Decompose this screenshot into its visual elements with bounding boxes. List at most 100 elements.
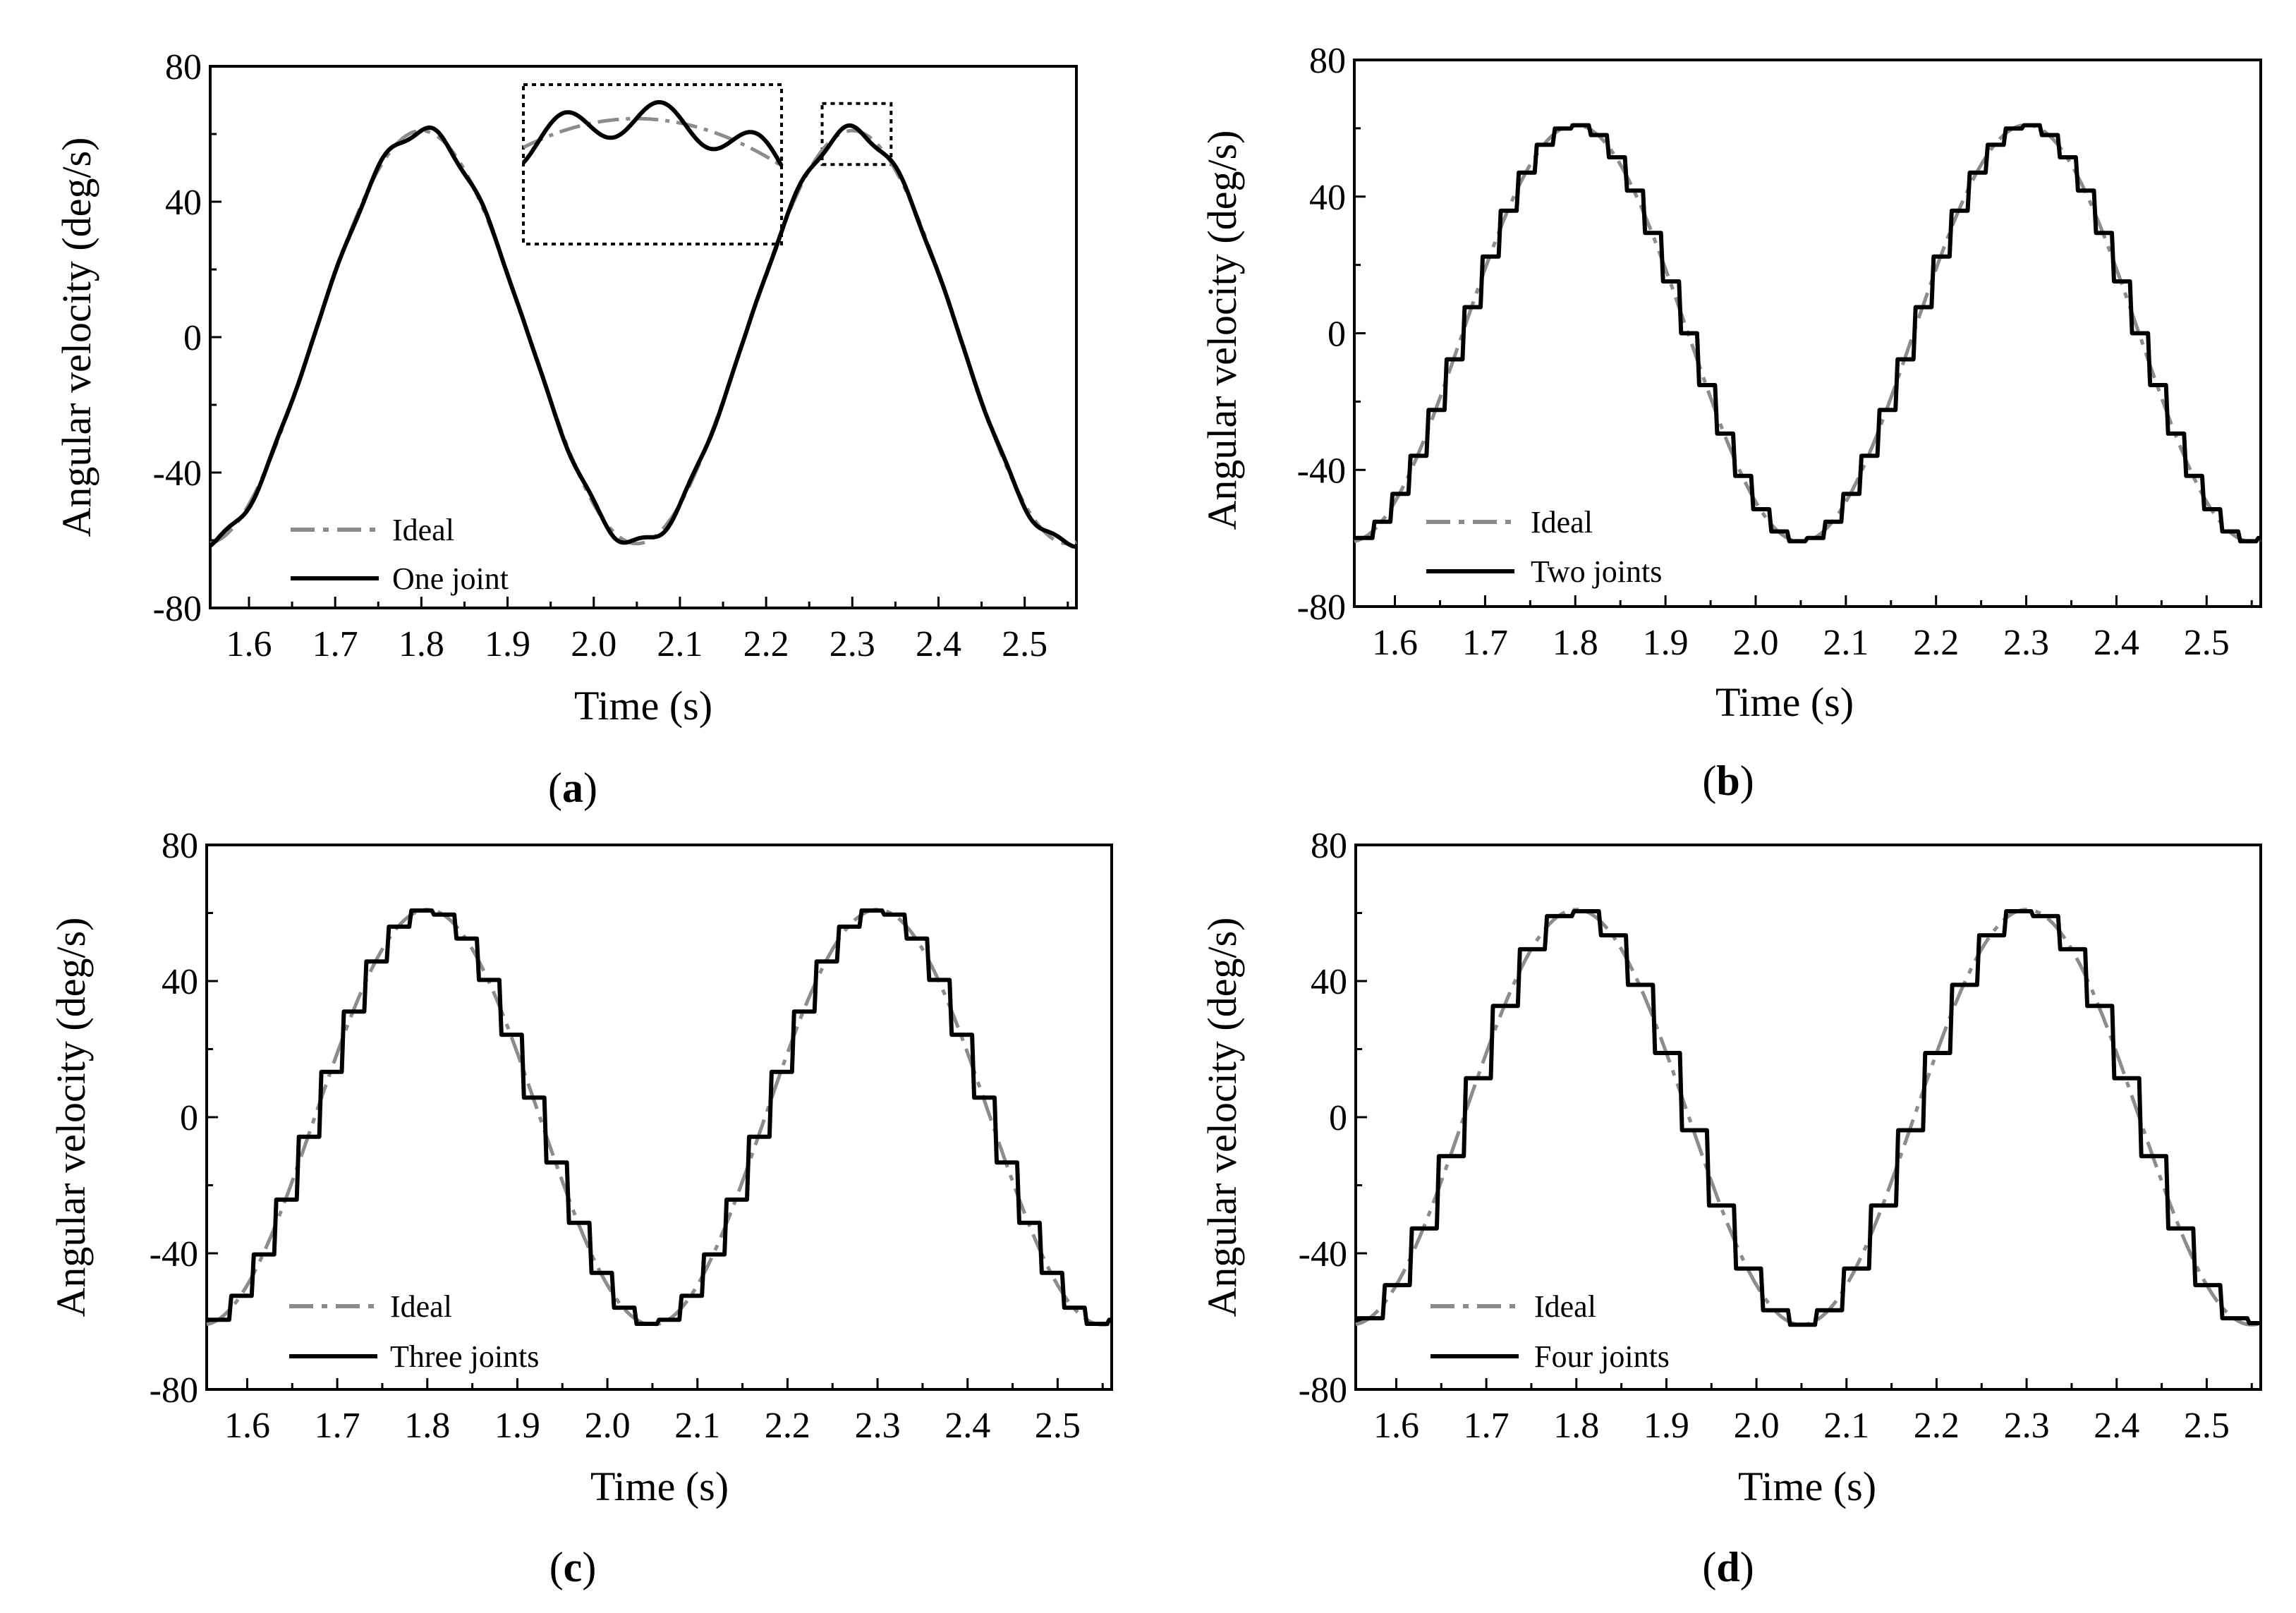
panel-c: 1.6 1.7 1.8 1.9 2.0 2.1 2.2 2.3 2.4 2.5 -80 -40 0 40 8… (48, 826, 1113, 1590)
x-tick-label: 2.1 (674, 1406, 720, 1446)
x-tick-label: 2.0 (571, 624, 616, 664)
x-tick-label: 2.4 (2094, 623, 2139, 663)
legend-ideal-label-b: Ideal (1531, 505, 1593, 540)
panel-label-c: (c) (549, 1544, 597, 1590)
y-tick-label: -40 (1297, 451, 1346, 491)
x-tick-label: 2.2 (1913, 623, 1959, 663)
plot-area-b (1353, 59, 2262, 608)
panel-a: 1.6 1.7 1.8 1.9 2.0 2.1 2.2 2.3 2.4 2.5 -80 -40 0 40 8… (54, 47, 1078, 811)
x-axis-title-b: Time (s) (1715, 679, 1854, 725)
tick-labels-d: 1.6 1.7 1.8 1.9 2.0 2.1 2.2 2.3 2.4 2.5 -80 -40 0 40 8… (1299, 826, 2230, 1446)
one-joint-line (209, 123, 1077, 549)
y-tick-label: -80 (1299, 1370, 1347, 1411)
legend-c: Ideal Three joints (289, 1289, 539, 1374)
y-tick-label: 40 (162, 962, 198, 1002)
inset-box (522, 83, 783, 245)
x-tick-label: 1.7 (1462, 623, 1508, 663)
x-tick-label: 1.6 (224, 1406, 270, 1446)
y-axis-title-c: Angular velocity (deg/s) (48, 918, 94, 1317)
x-axis-title-d: Time (s) (1738, 1463, 1876, 1509)
y-tick-label: 40 (1311, 962, 1347, 1002)
y-tick-label: 80 (162, 826, 198, 866)
y-tick-label: -80 (150, 1370, 198, 1411)
y-axis-title-a: Angular velocity (deg/s) (54, 138, 99, 537)
panel-label-d: (d) (1702, 1544, 1754, 1590)
x-tick-label: 2.3 (2003, 623, 2049, 663)
y-tick-label: -40 (153, 454, 202, 494)
ideal-line-a (209, 128, 1077, 546)
x-tick-label: 1.9 (485, 624, 530, 664)
x-tick-label: 2.2 (765, 1406, 810, 1446)
y-tick-label: 80 (1311, 826, 1347, 866)
y-tick-label: -40 (1299, 1234, 1347, 1274)
legend-ideal-label-d: Ideal (1534, 1289, 1596, 1324)
x-tick-label: 1.7 (315, 1406, 360, 1446)
x-tick-label: 1.8 (404, 1406, 450, 1446)
legend-b: Ideal Two joints (1426, 505, 1662, 589)
ideal-line-c (206, 908, 1112, 1327)
inset-a (521, 83, 893, 245)
x-tick-label: 1.6 (1373, 1406, 1419, 1446)
x-tick-label: 1.9 (494, 1406, 540, 1446)
x-tick-label: 2.4 (2094, 1406, 2139, 1446)
y-tick-label: -80 (153, 589, 202, 629)
x-tick-label: 2.3 (855, 1406, 901, 1446)
x-tick-label: 2.2 (1914, 1406, 1960, 1446)
two-joints-line (1354, 123, 2261, 544)
x-tick-label: 2.0 (585, 1406, 631, 1446)
x-tick-label: 1.8 (1553, 623, 1598, 663)
x-tick-label: 2.3 (2004, 1406, 2050, 1446)
x-axis-title-c: Time (s) (590, 1463, 729, 1509)
legend-ideal-label-a: Ideal (392, 513, 454, 547)
ticks-b (1354, 59, 2253, 608)
x-tick-label: 1.9 (1644, 1406, 1689, 1446)
x-tick-label: 1.6 (1372, 623, 1418, 663)
ideal-line-d (1355, 908, 2261, 1327)
y-tick-label: 80 (165, 47, 202, 87)
y-axis-title-d: Angular velocity (deg/s) (1199, 918, 1245, 1317)
ticks-a (210, 65, 1069, 609)
x-tick-label: 1.8 (1553, 1406, 1599, 1446)
panel-label-a: (a) (548, 765, 597, 811)
y-tick-label: -40 (150, 1234, 198, 1274)
tick-labels-b: 1.6 1.7 1.8 1.9 2.0 2.1 2.2 2.3 2.4 2.5 -80 -40 0 40 8… (1297, 41, 2230, 663)
zoom-source-box (820, 102, 893, 166)
x-tick-label: 2.4 (916, 624, 961, 664)
x-tick-label: 2.1 (1823, 1406, 1869, 1446)
panel-d: 1.6 1.7 1.8 1.9 2.0 2.1 2.2 2.3 2.4 2.5 -80 -40 0 40 8… (1199, 826, 2262, 1590)
x-tick-label: 1.7 (1464, 1406, 1510, 1446)
legend-actual-label-d: Four joints (1534, 1339, 1670, 1374)
y-tick-label: 0 (1328, 315, 1346, 355)
y-tick-label: 40 (1309, 178, 1346, 218)
x-tick-label: 2.5 (2184, 1406, 2230, 1446)
tick-labels-c: 1.6 1.7 1.8 1.9 2.0 2.1 2.2 2.3 2.4 2.5 -80 -40 0 40 8… (150, 826, 1081, 1446)
legend-actual-label-a: One joint (392, 561, 509, 596)
ideal-line-b (1354, 123, 2261, 544)
x-tick-label: 2.4 (944, 1406, 990, 1446)
x-tick-label: 1.7 (312, 624, 358, 664)
x-tick-label: 2.3 (830, 624, 875, 664)
y-tick-label: -80 (1297, 588, 1346, 628)
legend-ideal-label-c: Ideal (390, 1289, 452, 1324)
four-joints-line (1356, 909, 2261, 1327)
x-tick-label: 2.2 (743, 624, 789, 664)
plot-area-a (209, 65, 1078, 609)
legend-actual-label-b: Two joints (1531, 554, 1662, 589)
x-tick-label: 1.8 (399, 624, 444, 664)
x-tick-label: 2.0 (1734, 1406, 1780, 1446)
x-tick-label: 2.1 (657, 624, 703, 664)
x-tick-label: 2.0 (1732, 623, 1778, 663)
x-tick-label: 2.1 (1823, 623, 1869, 663)
inset-actual-line (521, 99, 784, 167)
tick-labels-a: 1.6 1.7 1.8 1.9 2.0 2.1 2.2 2.3 2.4 2.5 -80 -40 0 40 8… (153, 47, 1048, 664)
x-tick-label: 1.6 (226, 624, 272, 664)
y-axis-title-b: Angular velocity (deg/s) (1199, 130, 1245, 530)
y-tick-label: 80 (1309, 41, 1346, 81)
three-joints-line (207, 908, 1112, 1326)
panel-label-b: (b) (1702, 757, 1754, 804)
inset-ideal-line (522, 116, 783, 168)
y-tick-label: 0 (183, 318, 202, 358)
y-tick-label: 0 (1329, 1098, 1347, 1138)
x-tick-label: 1.9 (1643, 623, 1689, 663)
